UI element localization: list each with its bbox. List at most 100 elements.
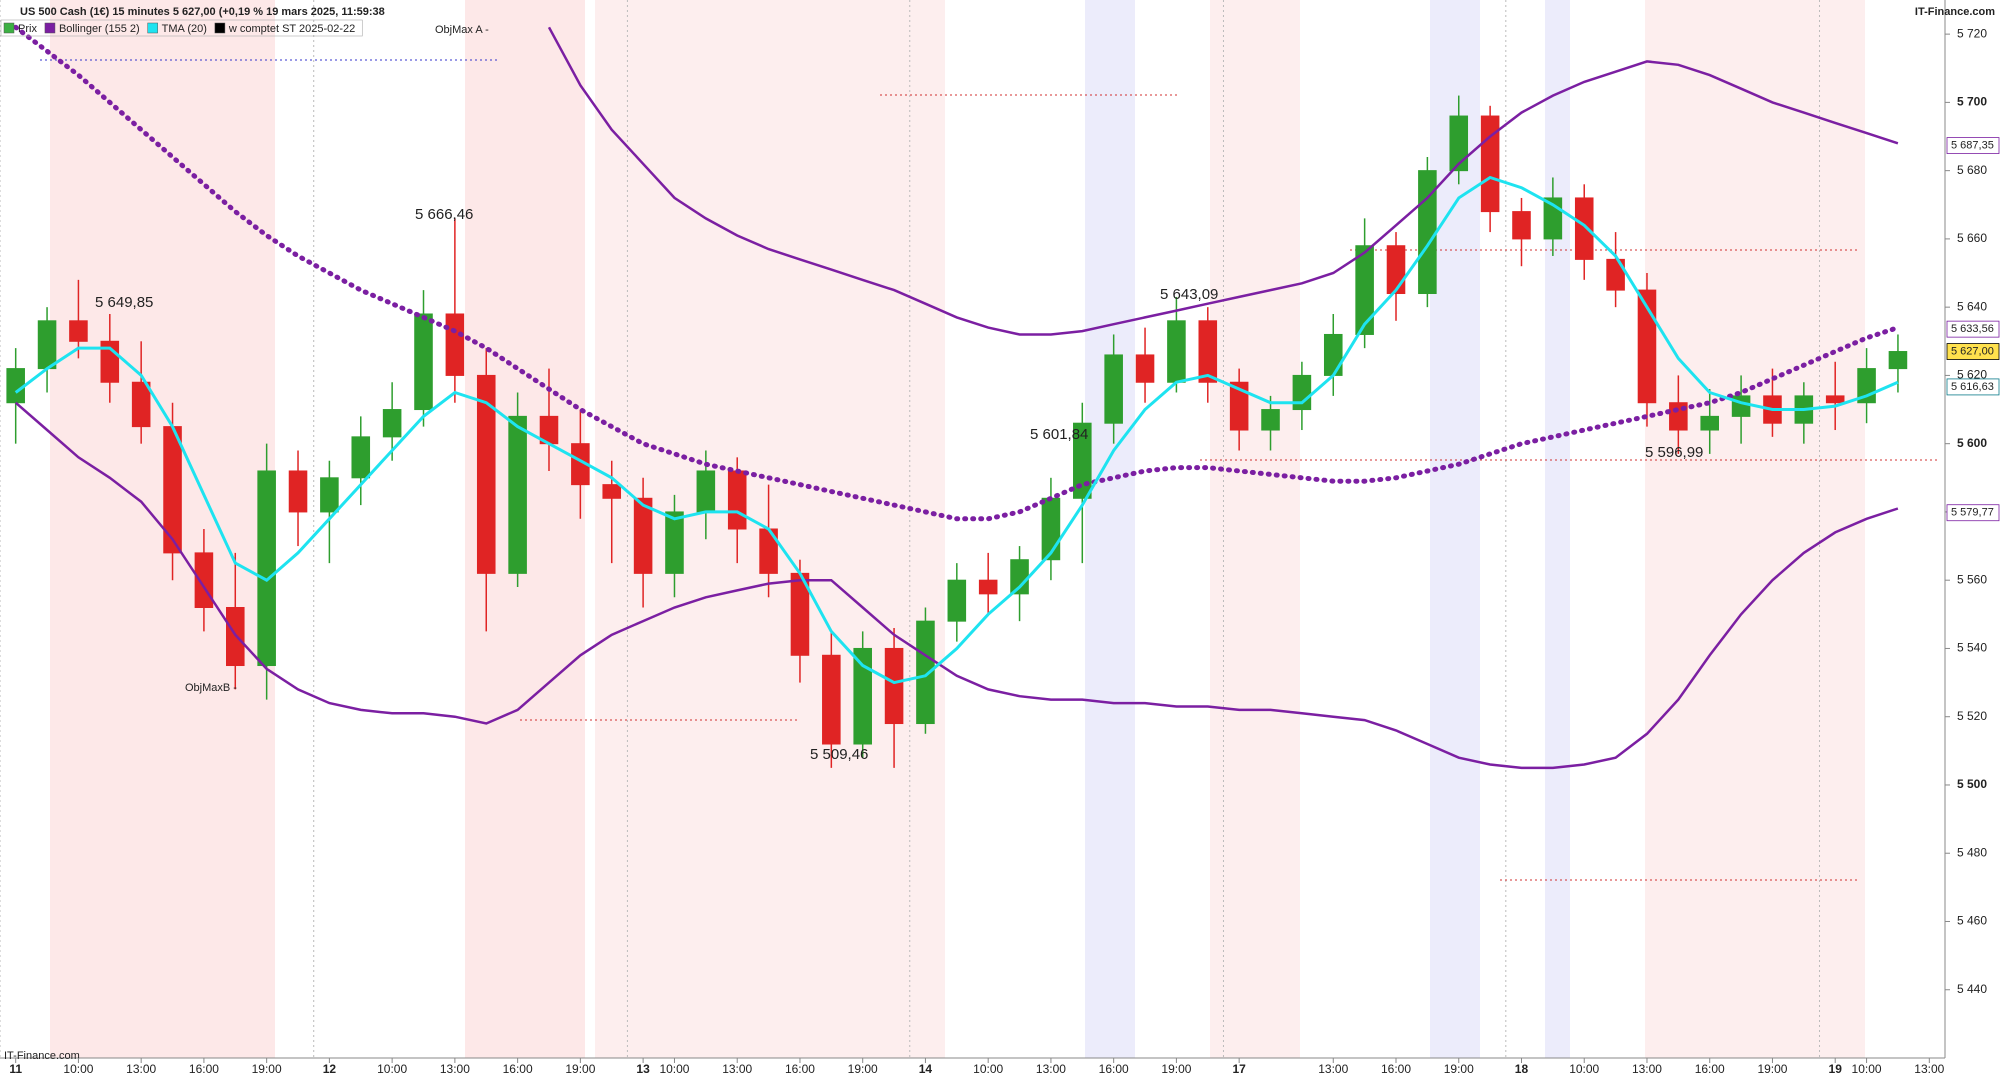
candle-body: [1292, 374, 1312, 411]
legend-label: TMA (20): [162, 23, 207, 35]
candle-body: [476, 374, 496, 574]
annotation: 5 649,85: [95, 294, 153, 311]
candle-body: [1167, 320, 1186, 383]
x-tick-label: 16:00: [1695, 1062, 1725, 1076]
candle-body: [382, 409, 402, 438]
annotation: 5 601,84: [1030, 426, 1088, 443]
y-tick-label: 5 520: [1957, 709, 1987, 723]
candle-body: [727, 470, 747, 530]
plot: 5 666,46 5 643,09 5 601,84 5 596,99 5 649,85…: [0, 0, 1940, 1058]
x-tick-label: 10:00: [63, 1062, 93, 1076]
candle-body: [1229, 381, 1249, 431]
x-tick-label: 13:00: [1318, 1062, 1348, 1076]
candle-body: [508, 415, 527, 574]
legend-label: Prix: [18, 23, 37, 35]
series-line: [13, 24, 1901, 522]
price-marker: [1946, 137, 2000, 154]
session-band: [1430, 0, 1480, 1058]
price-marker: [1946, 378, 2000, 396]
x-tick-label: 16:00: [785, 1062, 815, 1076]
x-tick-label: 13: [636, 1062, 650, 1076]
price-marker-label: 5 633,56: [1951, 323, 1994, 335]
x-tick-label: 13:00: [1036, 1062, 1066, 1076]
legend-swatch: [147, 22, 158, 34]
x-tick-label: 17: [1232, 1062, 1246, 1076]
candle-body: [978, 579, 998, 595]
x-tick-label: 16:00: [503, 1062, 533, 1076]
x-tick-label: 19:00: [565, 1062, 595, 1076]
candle-body: [1512, 211, 1531, 240]
x-tick-label: 16:00: [189, 1062, 219, 1076]
annotation: 5 666,46: [415, 206, 473, 223]
candle-body: [853, 647, 872, 745]
candle-body: [1825, 395, 1845, 404]
candle-body: [947, 579, 967, 622]
candle-body: [1731, 395, 1751, 417]
y-tick-label: 5 620: [1957, 368, 1987, 382]
candle-body: [633, 497, 653, 574]
candle-body: [1135, 354, 1155, 383]
x-tick-label: 19: [1829, 1062, 1843, 1076]
candle-body: [916, 620, 935, 725]
series-line: [14, 175, 1899, 685]
candle-body: [320, 477, 339, 513]
candle-body: [884, 647, 904, 725]
x-tick-label: 10:00: [1852, 1062, 1882, 1076]
candle-body: [288, 470, 308, 513]
x-tick-label: 13:00: [722, 1062, 752, 1076]
source: IT-Finance.com: [4, 1050, 80, 1062]
x-tick-label: 19:00: [1161, 1062, 1191, 1076]
y-tick-label: 5 480: [1957, 845, 1987, 859]
y-tick-label: 5 680: [1957, 163, 1987, 177]
annotation: 5 509,46: [810, 746, 868, 763]
candle-body: [257, 470, 276, 667]
session-band: [1085, 0, 1135, 1058]
candle-body: [445, 313, 465, 376]
chart-title: US 500 Cash (1€) 15 minutes 5 627,00 (+0…: [20, 6, 385, 18]
session-band: [1545, 0, 1570, 1058]
x-tick-label: 18: [1515, 1062, 1529, 1076]
legend-swatch: [3, 22, 15, 34]
source: IT-Finance.com: [1915, 6, 1995, 18]
x-tick-label: 19:00: [1444, 1062, 1474, 1076]
y-tick-label: 5 540: [1957, 641, 1987, 655]
candle-body: [37, 320, 57, 370]
x-tick-label: 11: [9, 1062, 22, 1076]
legend-box: [0, 19, 363, 37]
price-marker: [1946, 504, 2000, 522]
series-line: [547, 26, 1899, 336]
legend-label: w comptet ST 2025-02-22: [228, 23, 355, 35]
y-tick-label: 5 500: [1957, 777, 1987, 791]
price-marker-label: 5 579,77: [1951, 507, 1994, 519]
price-marker: [1946, 320, 2000, 338]
candle-body: [6, 368, 25, 404]
annotation: ObjMax A -: [435, 24, 489, 36]
candle-body: [665, 511, 684, 574]
candle-body: [351, 436, 371, 479]
candle-body: [696, 470, 716, 513]
candle-body: [414, 313, 433, 411]
candle-body: [1073, 422, 1092, 499]
price-marker-label: 5 616,63: [1951, 381, 1994, 393]
y-tick-label: 5 600: [1957, 436, 1987, 450]
candle-body: [1323, 333, 1343, 376]
y-tick-label: 5 560: [1957, 572, 1987, 586]
candle-body: [1104, 354, 1123, 424]
candle-body: [1700, 415, 1720, 431]
legend-swatch: [214, 22, 226, 34]
x-tick-label: 13:00: [1914, 1062, 1944, 1076]
candle-body: [1355, 245, 1374, 335]
annotation: ObjMaxB -: [185, 682, 237, 694]
x-tick-label: 10:00: [1569, 1062, 1599, 1076]
session-band: [1645, 0, 1865, 1058]
candle-body: [1606, 258, 1625, 291]
candle-body: [1261, 409, 1280, 431]
candle-body: [1386, 245, 1406, 295]
y-tick-label: 5 440: [1957, 982, 1987, 996]
candle-body: [1418, 170, 1437, 295]
candle-body: [1449, 115, 1469, 172]
y-tick-label: 5 700: [1957, 95, 1987, 109]
background-bands: [50, 0, 1865, 1058]
